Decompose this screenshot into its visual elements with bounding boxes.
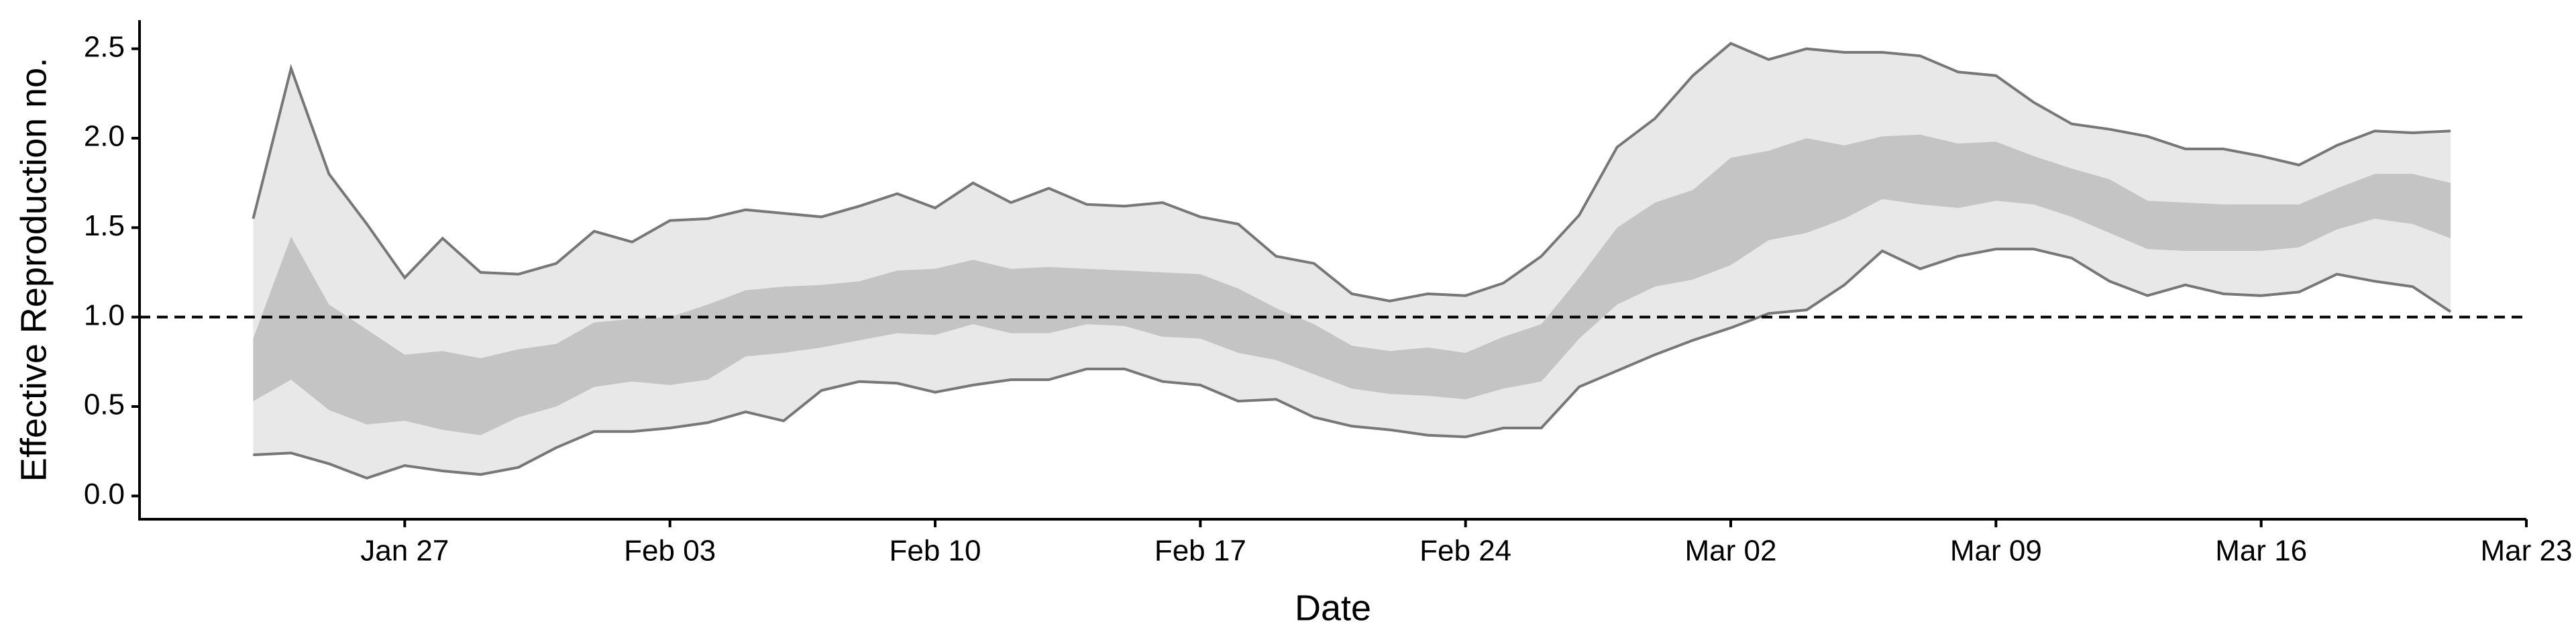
bound-line xyxy=(252,42,2451,303)
interval-band xyxy=(253,43,2451,478)
y-tick-label: 0.5 xyxy=(84,388,125,421)
x-tick-label: Feb 24 xyxy=(1419,535,1511,568)
y-tick-label: 2.5 xyxy=(84,30,125,63)
x-tick-label: Feb 03 xyxy=(624,535,716,568)
y-tick-label: 1.0 xyxy=(84,299,125,331)
interval-band xyxy=(253,134,2451,435)
x-tick-label: Mar 23 xyxy=(2481,535,2573,568)
bound-line xyxy=(253,248,2452,480)
x-axis-title: Date xyxy=(1295,588,1371,628)
y-axis-title: Effective Reproduction no. xyxy=(13,58,54,482)
x-tick-label: Mar 09 xyxy=(1950,535,2042,568)
y-tick-label: 1.5 xyxy=(84,209,125,242)
y-tick-label: 2.0 xyxy=(84,120,125,153)
x-tick-label: Feb 10 xyxy=(890,535,981,568)
x-tick-label: Mar 16 xyxy=(2215,535,2307,568)
x-tick-label: Feb 17 xyxy=(1155,535,1246,568)
y-tick-label: 0.0 xyxy=(84,478,125,511)
x-tick-label: Mar 02 xyxy=(1685,535,1777,568)
x-tick-label: Jan 27 xyxy=(360,535,449,568)
